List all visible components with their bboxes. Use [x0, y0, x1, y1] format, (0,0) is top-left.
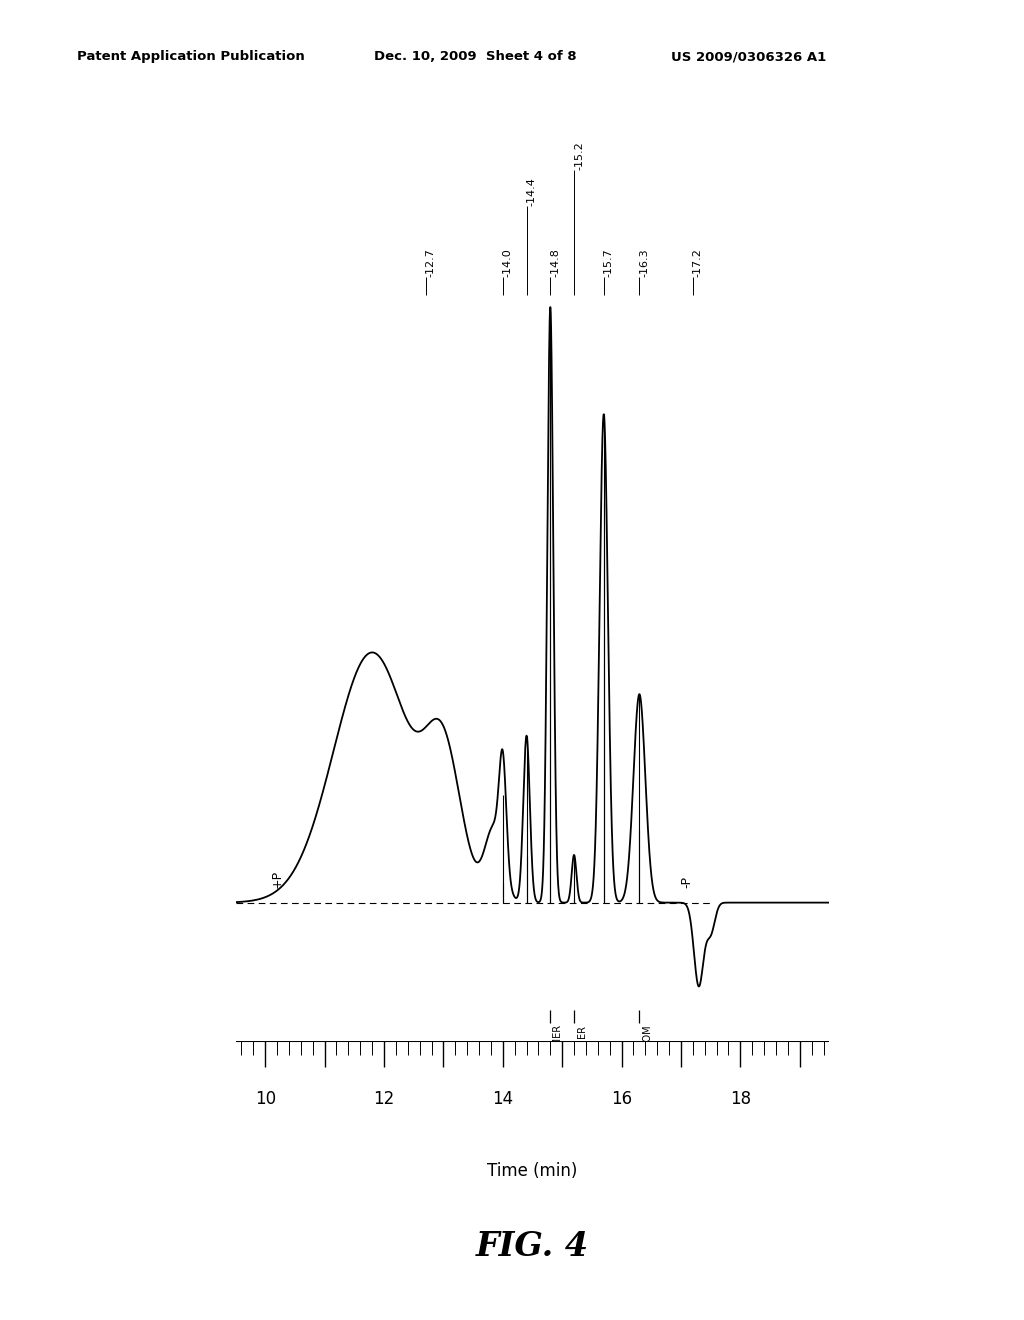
Text: -15.7: -15.7: [604, 248, 613, 277]
Text: Patent Application Publication: Patent Application Publication: [77, 50, 304, 63]
Text: -16.3: -16.3: [639, 248, 649, 277]
Text: DIMER: DIMER: [577, 1024, 587, 1056]
Text: 14: 14: [493, 1090, 513, 1107]
Text: TRIMER: TRIMER: [553, 1024, 563, 1061]
Text: Dec. 10, 2009  Sheet 4 of 8: Dec. 10, 2009 Sheet 4 of 8: [374, 50, 577, 63]
Text: Time (min): Time (min): [487, 1162, 578, 1180]
Text: MONOM: MONOM: [642, 1024, 652, 1064]
Text: 12: 12: [374, 1090, 394, 1107]
Text: -12.7: -12.7: [426, 248, 435, 277]
Text: US 2009/0306326 A1: US 2009/0306326 A1: [671, 50, 826, 63]
Text: -17.2: -17.2: [693, 248, 702, 277]
Text: -14.0: -14.0: [503, 248, 513, 277]
Text: -15.2: -15.2: [574, 141, 584, 170]
Text: -14.4: -14.4: [526, 177, 537, 206]
Text: +P: +P: [270, 870, 284, 888]
Text: FIG. 4: FIG. 4: [476, 1230, 589, 1263]
Text: 18: 18: [730, 1090, 751, 1107]
Text: -P: -P: [680, 875, 693, 888]
Text: -14.8: -14.8: [550, 248, 560, 277]
Text: 10: 10: [255, 1090, 275, 1107]
Text: 16: 16: [611, 1090, 632, 1107]
